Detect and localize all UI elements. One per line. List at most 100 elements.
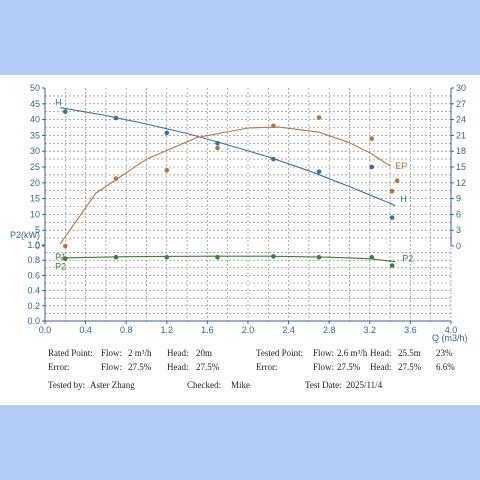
curve-h [60, 107, 396, 207]
tested-point-label: Tested Point: [256, 348, 304, 358]
x-tick-label: 1.6 [201, 325, 214, 335]
x-tick-label: 3.6 [404, 325, 417, 335]
point-p2 [164, 254, 170, 260]
p2-tick-label: 0.8 [27, 255, 40, 265]
head-tick-label: 25 [30, 162, 40, 172]
tested-head-label: Head: [370, 348, 392, 358]
tested-flow-label: Flow: [313, 348, 335, 358]
head-tick-label: 5 [35, 225, 40, 235]
ep-tick-label: 9 [456, 194, 461, 204]
error-left-flow-label: Flow: [101, 362, 123, 372]
x-tick-label: 0.4 [79, 325, 92, 335]
point-ep [271, 123, 276, 129]
rated-head-label: Head: [167, 348, 189, 358]
head-tick-label: 45 [30, 99, 40, 109]
rated-flow-label: Flow: [101, 348, 123, 358]
point-ep [164, 167, 170, 173]
curves [59, 107, 396, 263]
p2-tick-label: 0.4 [27, 286, 40, 296]
x-tick-label: 0.8 [120, 325, 133, 335]
ep-tick-label: 3 [456, 225, 461, 235]
rated-head-value: 20m [196, 348, 213, 358]
error-left-label: Error: [48, 362, 70, 372]
point-h [113, 115, 119, 121]
error-left-head-label: Head: [167, 362, 189, 372]
point-h [389, 215, 395, 220]
point-ep [113, 176, 119, 181]
rated-flow-value: 2 m³/h [128, 348, 152, 358]
x-tick-label: 2.0 [242, 325, 255, 335]
point-h [63, 109, 68, 114]
point-ep [316, 115, 322, 120]
head-tick-label: 15 [30, 194, 40, 204]
point-p2 [389, 263, 395, 268]
ep-tick-label: 15 [456, 162, 466, 172]
curve-label-p1: P1 [55, 252, 66, 262]
ep-tick-label: 0 [456, 241, 461, 251]
error-left-flow-value: 27.5% [128, 362, 152, 372]
p2-tick-label: 0.0 [27, 316, 40, 326]
x-tick-label: 1.2 [161, 325, 174, 335]
ep-tick-label: 18 [456, 146, 466, 156]
point-ep [63, 243, 68, 249]
head-tick-label: 40 [30, 115, 40, 125]
curve-label-h: H [55, 97, 62, 107]
point-p2 [316, 254, 322, 260]
tested-head-value: 25.5m [398, 348, 421, 358]
curve-label-p2: P2 [55, 261, 66, 271]
error-left-head-value: 27.5% [196, 362, 220, 372]
error-right-head-label: Head: [370, 362, 392, 372]
head-tick-label: 20 [30, 178, 40, 188]
point-p2 [369, 254, 375, 260]
head-tick-label: 35 [30, 130, 40, 140]
curve-p2 [60, 255, 396, 263]
ep-tick-label: 27 [456, 99, 466, 109]
point-h [271, 156, 276, 162]
data-points [63, 109, 400, 268]
curve-label-h: H [400, 194, 407, 204]
test-date-value: 2025/11/4 [346, 380, 383, 390]
x-tick-label: 0.0 [39, 325, 52, 335]
p2-tick-label: 0.2 [27, 301, 40, 311]
x-tick-label: 2.4 [282, 325, 295, 335]
error-right-label: Error: [256, 362, 278, 372]
curve-label-p2: P2 [402, 254, 413, 264]
head-tick-label: 30 [30, 146, 40, 156]
point-ep [215, 145, 220, 151]
ep-tick-label: 21 [456, 130, 466, 140]
point-ep [389, 188, 395, 194]
grid [45, 88, 452, 321]
x-tick-label: 2.8 [323, 325, 336, 335]
error-right-flow-label: Flow: [313, 362, 335, 372]
p2-tick-label: 1.0 [27, 240, 40, 250]
error-right-percent: 6.6% [436, 362, 455, 372]
x-tick-label: 4.0 [445, 325, 458, 335]
point-h [164, 130, 170, 136]
curve-ep [59, 126, 391, 245]
point-h [369, 164, 375, 170]
ep-tick-label: 30 [456, 83, 466, 93]
tested-by-value: Aster Zhang [90, 380, 135, 390]
test-date-label: Test Date: [305, 380, 342, 390]
p2-tick-label: 0.6 [27, 270, 40, 280]
checked-value: Mike [231, 380, 250, 390]
ep-tick-label: 6 [456, 209, 461, 219]
point-p2 [63, 256, 68, 262]
point-p2 [113, 254, 119, 260]
point-p2 [271, 254, 276, 259]
axes: 0 5 10 15 20 25 30 35 40 45 50 0 3 6 9 12 15 18 21 24 27 30 0.… [27, 83, 466, 335]
ep-tick-label: 12 [456, 178, 466, 188]
point-h [316, 169, 322, 174]
point-ep [369, 136, 375, 141]
rated-point-label: Rated Point: [48, 348, 93, 358]
ep-tick-label: 24 [456, 115, 466, 125]
checked-label: Checked: [187, 380, 221, 390]
point-ep [394, 178, 400, 183]
tested-percent: 23% [436, 348, 453, 358]
tested-by-label: Tested by: [48, 380, 86, 390]
head-tick-label: 50 [30, 83, 40, 93]
error-right-head-value: 27.5% [398, 362, 422, 372]
p2-axis-title: P2(kW) [10, 230, 40, 240]
